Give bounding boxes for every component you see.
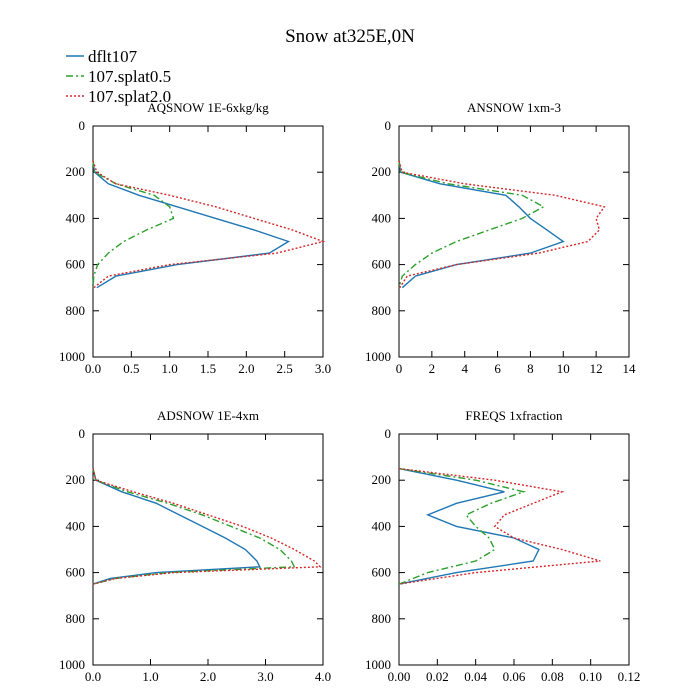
x-tick-label: 10	[557, 361, 570, 376]
x-tick-label: 2.0	[238, 361, 254, 376]
series-line-107.splat0.5	[398, 160, 546, 288]
y-tick-label: 400	[372, 210, 392, 225]
y-tick-label: 200	[66, 164, 86, 179]
panel-ansnow: ANSNOW 1xm-3 0 2 4 6 8 10 12 14 0 200 400 600 800 1000	[365, 100, 636, 376]
panel-freqs: FREQS 1xfraction 0.00 0.02 0.04 0.06 0.08 0.10…	[365, 408, 640, 684]
panel-title: ADSNOW 1E-4xm	[157, 408, 259, 423]
y-tick-label: 600	[66, 257, 86, 272]
y-tick-label: 400	[66, 210, 86, 225]
panel-title: FREQS 1xfraction	[465, 408, 563, 423]
y-tick-label: 600	[372, 565, 392, 580]
x-tick-label: 4	[461, 361, 468, 376]
legend-label-dflt107: dflt107	[88, 47, 138, 66]
x-tick-label: 0.00	[388, 669, 411, 684]
x-tick-label: 0.04	[464, 669, 487, 684]
x-tick-label: 8	[527, 361, 534, 376]
x-tick-label: 14	[623, 361, 637, 376]
panel-aqsnow: AQSNOW 1E-6xkg/kg 0.0 0.5 1.0 1.5 2.0 2.5 3.0 0 2…	[59, 100, 331, 376]
x-tick-label: 0.0	[85, 361, 101, 376]
x-tick-label: 2.5	[277, 361, 293, 376]
x-tick-label: 1.0	[162, 361, 178, 376]
legend-entry-splat2.0: 107.splat2.0	[66, 87, 171, 106]
legend-label-splat0.5: 107.splat0.5	[88, 67, 171, 86]
x-tick-label: 6	[494, 361, 501, 376]
y-tick-label: 1000	[59, 349, 85, 364]
y-tick-label: 200	[66, 472, 86, 487]
x-tick-label: 4.0	[315, 669, 331, 684]
x-tick-label: 1.0	[142, 669, 158, 684]
panel-title: AQSNOW 1E-6xkg/kg	[147, 100, 269, 115]
y-tick-label: 0	[385, 118, 392, 133]
legend-entry-dflt107: dflt107	[66, 47, 138, 66]
plot-frame	[398, 125, 630, 358]
plot-frame	[92, 433, 324, 666]
panel-title: ANSNOW 1xm-3	[467, 100, 561, 115]
x-tick-label: 0.02	[426, 669, 449, 684]
series-line-dflt107	[398, 160, 565, 289]
series-line-107.splat0.5	[92, 160, 175, 288]
y-tick-label: 0	[79, 426, 86, 441]
x-tick-label: 0.10	[579, 669, 602, 684]
series-line-107.splat2.0	[398, 160, 606, 289]
series-line-dflt107	[92, 160, 291, 289]
series-line-dflt107	[92, 468, 261, 585]
series-line-107.splat0.5	[92, 468, 296, 585]
x-tick-label: 0.08	[541, 669, 564, 684]
series-line-107.splat2.0	[92, 160, 326, 289]
legend-entry-splat0.5: 107.splat0.5	[66, 67, 171, 86]
series-line-107.splat0.5	[398, 467, 527, 585]
plot-frame	[398, 433, 630, 666]
panel-adsnow: ADSNOW 1E-4xm 0.0 1.0 2.0 3.0 4.0 0 200 400 600 80…	[59, 408, 331, 684]
x-tick-label: 12	[590, 361, 603, 376]
x-tick-label: 3.0	[315, 361, 331, 376]
y-tick-label: 400	[66, 518, 86, 533]
legend-label-splat2.0: 107.splat2.0	[88, 87, 171, 106]
y-tick-label: 200	[372, 472, 392, 487]
y-tick-label: 800	[66, 611, 86, 626]
y-tick-label: 1000	[365, 349, 391, 364]
y-tick-label: 400	[372, 518, 392, 533]
y-tick-label: 600	[372, 257, 392, 272]
x-tick-label: 0.06	[503, 669, 526, 684]
x-tick-label: 3.0	[257, 669, 273, 684]
series-line-dflt107	[398, 467, 540, 585]
y-tick-label: 0	[79, 118, 86, 133]
figure-title: Snow at325E,0N	[285, 26, 415, 47]
y-tick-label: 800	[66, 303, 86, 318]
x-tick-label: 1.5	[200, 361, 216, 376]
y-tick-label: 1000	[365, 657, 391, 672]
series-line-107.splat2.0	[398, 467, 601, 585]
x-tick-label: 2.0	[200, 669, 216, 684]
series-line-107.splat2.0	[92, 468, 322, 585]
x-tick-label: 0.5	[123, 361, 139, 376]
legend: dflt107 107.splat0.5 107.splat2.0	[66, 47, 171, 106]
y-tick-label: 1000	[59, 657, 85, 672]
x-tick-label: 0.0	[85, 669, 101, 684]
x-tick-label: 0.12	[618, 669, 641, 684]
x-tick-label: 0	[396, 361, 403, 376]
y-tick-label: 800	[372, 303, 392, 318]
x-tick-label: 2	[429, 361, 436, 376]
y-tick-label: 600	[66, 565, 86, 580]
y-tick-label: 800	[372, 611, 392, 626]
y-tick-label: 0	[385, 426, 392, 441]
y-tick-label: 200	[372, 164, 392, 179]
